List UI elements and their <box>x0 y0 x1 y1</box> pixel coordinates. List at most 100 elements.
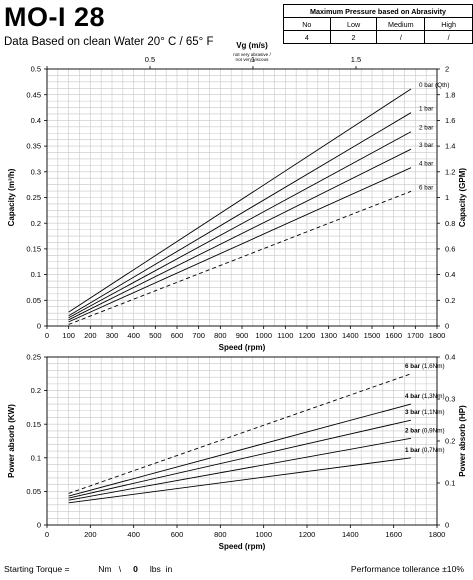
series-line <box>68 457 412 504</box>
series-note: (1,6Nm) <box>422 363 445 370</box>
x-tick-label: 200 <box>84 530 97 539</box>
performance-tolerance: Performance tollerance ±10% <box>350 564 464 574</box>
x-tick-label: 1600 <box>385 530 402 539</box>
series-name: 1 bar <box>405 447 422 454</box>
chart-title: MO-I 28 <box>4 2 106 32</box>
top-axis-tick-label: 1 <box>251 55 255 64</box>
y2-tick-label: 0.6 <box>445 245 455 254</box>
y2-tick-label: 0.8 <box>445 219 455 228</box>
y-tick-label: 0.5 <box>31 65 41 74</box>
y2-tick-label: 0.1 <box>445 479 455 488</box>
x-tick-label: 1400 <box>342 331 359 340</box>
y-tick-label: 0 <box>37 322 41 331</box>
x-tick-label: 700 <box>192 331 205 340</box>
x-tick-label: 1000 <box>255 331 272 340</box>
y-axis-label: Capacity (m³/h) <box>7 168 16 226</box>
y-tick-label: 0.3 <box>31 167 41 176</box>
y-tick-label: 0.25 <box>26 353 41 362</box>
starting-torque-label: Starting Torque = <box>4 564 70 574</box>
top-axis-label: Vg (m/s) <box>236 41 268 50</box>
y2-tick-label: 0 <box>445 322 449 331</box>
charts-svg: 0 100 200 300 400 500 600 700 800 900 1000 1100 1200… <box>7 41 467 551</box>
series-line <box>68 437 412 501</box>
lbs-unit: lbs in <box>149 564 173 574</box>
starting-torque-value: 0 <box>133 564 138 574</box>
x-tick-label: 1100 <box>277 331 293 340</box>
top-axis-note: not very viscous <box>236 57 270 62</box>
y-tick-label: 0.45 <box>26 90 41 99</box>
x-tick-label: 600 <box>171 331 184 340</box>
series-name: 3 bar <box>405 409 422 416</box>
x-tick-label: 800 <box>214 530 227 539</box>
series-label: 2 bar (0,9Nm) <box>405 427 445 434</box>
x-tick-label: 100 <box>62 331 75 340</box>
y-tick-label: 0.1 <box>31 270 41 279</box>
series-line <box>68 373 412 494</box>
series-line <box>68 112 412 317</box>
series-label: 1 bar <box>419 106 433 113</box>
x-tick-label: 1200 <box>299 530 316 539</box>
series-label: 6 bar <box>419 184 433 191</box>
y2-tick-label: 0.3 <box>445 395 455 404</box>
y2-tick-label: 1.4 <box>445 142 455 151</box>
series-label: 3 bar (1,1Nm) <box>405 409 445 416</box>
x-tick-label: 1000 <box>255 530 272 539</box>
y-axis-label: Power absorb (KW) <box>7 404 16 478</box>
y-tick-label: 0.1 <box>31 453 41 462</box>
x-tick-label: 1700 <box>407 331 424 340</box>
x-tick-label: 200 <box>84 331 97 340</box>
series-line <box>68 167 412 323</box>
x-tick-label: 1800 <box>429 530 446 539</box>
top-axis-tick-label: 0.5 <box>145 55 155 64</box>
series-line <box>68 190 412 325</box>
x-tick-label: 400 <box>127 331 140 340</box>
y-tick-label: 0 <box>37 521 41 530</box>
nm-unit: Nm <box>98 564 112 574</box>
series-name: 2 bar <box>405 427 422 434</box>
series-label: 4 bar (1,3Nm) <box>405 393 445 400</box>
abrasivity-table: Maximum Pressure based on Abrasivity No … <box>283 4 473 44</box>
y2-tick-label: 0 <box>445 521 449 530</box>
y-tick-label: 0.25 <box>26 193 41 202</box>
series-label: 0 bar (Qth) <box>419 82 449 89</box>
x-tick-label: 500 <box>149 331 162 340</box>
top-axis-tick-label: 1.5 <box>351 55 361 64</box>
chart-subtitle: Data Based on clean Water 20° C / 65° F <box>4 36 214 48</box>
x-tick-label: 1500 <box>364 331 381 340</box>
y-tick-label: 0.35 <box>26 142 41 151</box>
starting-torque: Starting Torque = Nm \ 0 lbs in <box>4 564 172 574</box>
y2-tick-label: 0.2 <box>445 437 455 446</box>
x-tick-label: 900 <box>236 331 249 340</box>
x-tick-label: 600 <box>171 530 184 539</box>
series-label: 3 bar <box>419 142 433 149</box>
y2-tick-label: 0.4 <box>445 270 455 279</box>
series-name: 6 bar <box>405 363 422 370</box>
y-tick-label: 0.05 <box>26 296 41 305</box>
y2-axis-label: Power absorb (HP) <box>458 405 467 477</box>
y-tick-label: 0.4 <box>31 116 41 125</box>
series-note: (0,7Nm) <box>422 447 445 454</box>
unit-separator: \ <box>118 564 122 574</box>
y-tick-label: 0.2 <box>31 219 41 228</box>
series-note: (0,9Nm) <box>422 427 445 434</box>
abrasivity-value-medium: / <box>376 30 426 44</box>
series-line <box>68 148 412 321</box>
y-tick-label: 0.15 <box>26 420 41 429</box>
series-note: (1,3Nm) <box>422 393 445 400</box>
x-tick-label: 1400 <box>342 530 359 539</box>
y2-tick-label: 0.2 <box>445 296 455 305</box>
x-tick-label: 0 <box>45 530 49 539</box>
y-tick-label: 0.15 <box>26 245 41 254</box>
series-name: 4 bar <box>405 393 422 400</box>
series-line <box>68 419 412 499</box>
x-axis-label: Speed (rpm) <box>219 343 266 352</box>
series-label: 4 bar <box>419 161 433 168</box>
x-tick-label: 1800 <box>429 331 446 340</box>
series-line <box>68 403 412 497</box>
y2-tick-label: 1.8 <box>445 90 455 99</box>
x-tick-label: 0 <box>45 331 49 340</box>
x-tick-label: 400 <box>127 530 140 539</box>
y2-tick-label: 2 <box>445 65 449 74</box>
series-note: (1,1Nm) <box>422 409 445 416</box>
series-line <box>68 88 412 313</box>
